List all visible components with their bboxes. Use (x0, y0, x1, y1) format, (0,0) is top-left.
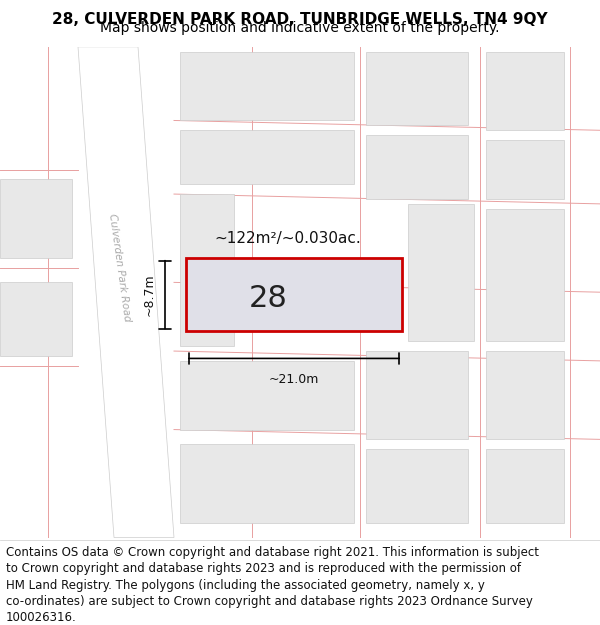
Bar (486, 52, 564, 130)
Bar (486, 140, 564, 199)
Text: to Crown copyright and database rights 2023 and is reproduced with the permissio: to Crown copyright and database rights 2… (6, 562, 521, 576)
Bar (366, 135, 468, 199)
Polygon shape (78, 47, 174, 538)
Bar (486, 449, 564, 522)
Bar (180, 194, 234, 346)
Bar (486, 351, 564, 439)
Bar (180, 361, 354, 429)
Text: Map shows position and indicative extent of the property.: Map shows position and indicative extent… (100, 21, 500, 35)
Text: co-ordinates) are subject to Crown copyright and database rights 2023 Ordnance S: co-ordinates) are subject to Crown copyr… (6, 595, 533, 608)
Text: 28, CULVERDEN PARK ROAD, TUNBRIDGE WELLS, TN4 9QY: 28, CULVERDEN PARK ROAD, TUNBRIDGE WELLS… (52, 12, 548, 27)
Bar (0, 282, 72, 356)
Text: 28: 28 (248, 284, 287, 313)
Text: HM Land Registry. The polygons (including the associated geometry, namely x, y: HM Land Registry. The polygons (includin… (6, 579, 485, 592)
Bar (366, 449, 468, 522)
Bar (366, 52, 468, 126)
Text: ~8.7m: ~8.7m (143, 273, 156, 316)
Bar (180, 52, 354, 121)
Bar (180, 444, 354, 522)
Text: ~21.0m: ~21.0m (269, 373, 319, 386)
Bar (186, 258, 402, 331)
Bar (0, 179, 72, 258)
Text: 100026316.: 100026316. (6, 611, 77, 624)
Text: Contains OS data © Crown copyright and database right 2021. This information is : Contains OS data © Crown copyright and d… (6, 546, 539, 559)
Bar (486, 209, 564, 341)
Bar (180, 130, 354, 184)
Bar (408, 204, 474, 341)
Bar (366, 351, 468, 439)
Text: Culverden Park Road: Culverden Park Road (107, 213, 133, 322)
Bar (186, 258, 402, 331)
Text: ~122m²/~0.030ac.: ~122m²/~0.030ac. (215, 231, 361, 246)
